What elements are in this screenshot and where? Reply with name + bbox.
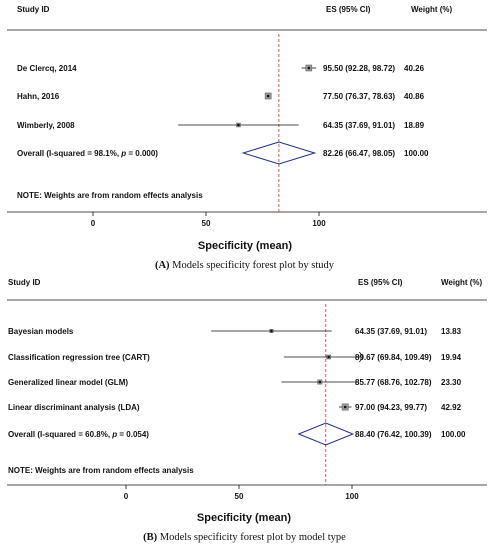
- pb-weights-note: NOTE: Weights are from random effects an…: [8, 466, 194, 475]
- pb-study-es-ci: 89.67 (69.84, 109.49): [355, 353, 432, 362]
- pb-overall-weight: 100.00: [441, 430, 466, 439]
- pb-study-label: Linear discriminant analysis (LDA): [8, 403, 140, 412]
- pa-header-es: ES (95% CI): [326, 5, 371, 14]
- pb-study-weight: 19.94: [441, 353, 462, 362]
- pb-point-estimate: [270, 329, 273, 333]
- pa-overall-es-ci: 82.26 (66.47, 98.05): [323, 149, 395, 158]
- pa-header-weight: Weight (%): [411, 5, 453, 14]
- pb-x-tick-label: 50: [235, 492, 244, 501]
- caption-b-text: Models specificity forest plot by model …: [157, 532, 346, 543]
- pb-study-label: Generalized linear model (GLM): [8, 378, 128, 387]
- pb-study-label: Classification regression tree (CART): [8, 353, 150, 362]
- pa-point-estimate: [307, 66, 311, 70]
- pb-study-weight: 13.83: [441, 327, 462, 336]
- pb-point-estimate: [327, 355, 330, 359]
- caption-a-text: Models specificity forest plot by study: [169, 260, 335, 271]
- pa-study-es-ci: 95.50 (92.28, 98.72): [323, 64, 395, 73]
- pa-x-axis-label: Specificity (mean): [198, 240, 292, 252]
- pb-study-weight: 42.92: [441, 403, 462, 412]
- pa-point-estimate: [237, 123, 240, 127]
- pb-study-es-ci: 97.00 (94.23, 99.77): [355, 403, 427, 412]
- pb-point-estimate: [318, 380, 322, 384]
- pa-study-label: De Clercq, 2014: [17, 64, 77, 73]
- pa-x-tick-label: 100: [312, 219, 326, 228]
- caption-b-letter: (B): [143, 532, 158, 543]
- pa-study-weight: 18.89: [404, 121, 425, 130]
- pa-header-study: Study ID: [17, 5, 50, 14]
- pa-overall-weight: 100.00: [404, 149, 429, 158]
- pb-overall-label: Overall (I-squared = 60.8%, p = 0.054): [8, 430, 149, 439]
- pa-study-weight: 40.86: [404, 92, 425, 101]
- pb-point-estimate: [343, 405, 347, 409]
- pb-header-es: ES (95% CI): [358, 278, 403, 287]
- pb-header-study: Study ID: [8, 278, 41, 287]
- pa-overall-diamond: [241, 141, 317, 165]
- pa-study-label: Hahn, 2016: [17, 92, 60, 101]
- pa-x-tick-label: 50: [202, 219, 211, 228]
- pa-x-tick-label: 0: [91, 219, 96, 228]
- pb-x-axis-label: Specificity (mean): [197, 512, 291, 524]
- pb-overall-es-ci: 88.40 (76.42, 100.39): [355, 430, 432, 439]
- pa-point-estimate: [266, 94, 270, 98]
- pb-x-tick-label: 0: [124, 492, 129, 501]
- pa-study-weight: 40.26: [404, 64, 425, 73]
- caption-panel-b: (B) Models specificity forest plot by mo…: [0, 532, 489, 543]
- caption-panel-a: (A) Models specificity forest plot by st…: [0, 260, 489, 271]
- pa-study-label: Wimberly, 2008: [17, 121, 75, 130]
- pb-x-tick-label: 100: [345, 492, 359, 501]
- pa-study-es-ci: 64.35 (37.69, 91.01): [323, 121, 395, 130]
- pa-study-es-ci: 77.50 (76.37, 78.63): [323, 92, 395, 101]
- pb-overall-diamond: [297, 422, 355, 446]
- pb-study-es-ci: 64.35 (37.69, 91.01): [355, 327, 427, 336]
- caption-a-letter: (A): [154, 260, 170, 271]
- pa-overall-label: Overall (I-squared = 98.1%, p = 0.000): [17, 149, 158, 158]
- pb-study-es-ci: 85.77 (68.76, 102.78): [355, 378, 432, 387]
- pb-study-weight: 23.30: [441, 378, 462, 387]
- pb-ci-arrow: [358, 351, 364, 363]
- pa-weights-note: NOTE: Weights are from random effects an…: [17, 191, 203, 200]
- pb-study-label: Bayesian models: [8, 327, 74, 336]
- pb-header-weight: Weight (%): [441, 278, 483, 287]
